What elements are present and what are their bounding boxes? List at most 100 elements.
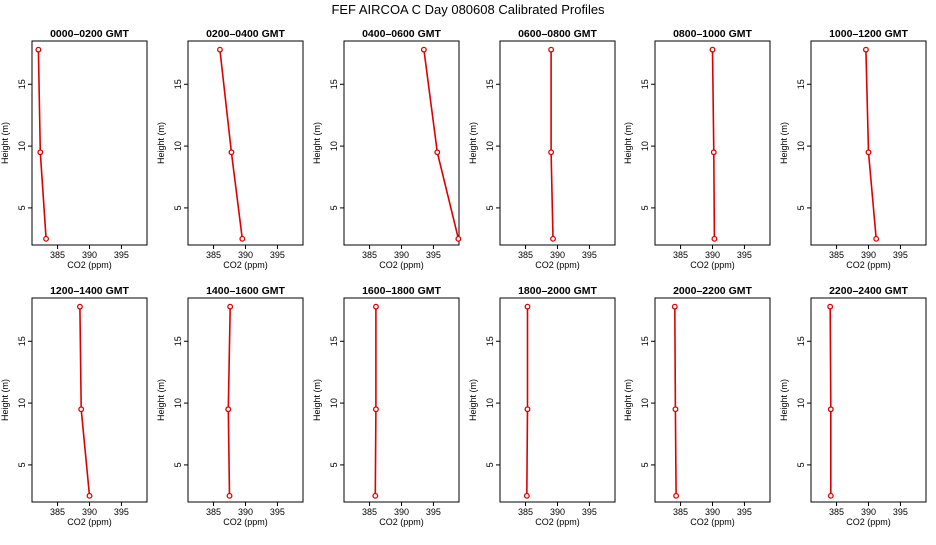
panel-9-xtick-label-1: 385 <box>362 507 377 517</box>
panel-11-xtick-label-2: 390 <box>705 507 720 517</box>
panel-6-series-1-line <box>865 49 877 239</box>
panel-5-ylabel: Height (m) <box>623 122 633 164</box>
panel-5-series-1-point-2 <box>710 149 717 156</box>
panel-6-series-1-point-3 <box>873 235 880 242</box>
panel-8-ytick-label-3: 15 <box>173 336 183 346</box>
panel-11-title: 2000–2200 GMT <box>673 285 752 297</box>
panel-12-frame <box>810 297 927 503</box>
panel-4-xtick-label-2: 390 <box>550 250 565 260</box>
panel-5: 0800–1000 GMT 385 390 395 5 10 15 CO2 (ppm) Heig… <box>623 28 771 270</box>
panel-10-series-1-point-2 <box>524 406 531 413</box>
panel-3-series-1-point-3 <box>455 235 462 242</box>
panel-1-series-1-point-2 <box>37 149 44 156</box>
panel-2-series-1-point-3 <box>239 235 246 242</box>
panel-6-xtick-label-1: 385 <box>829 250 844 260</box>
panel-2-series-1-line <box>219 49 244 239</box>
panel-3-title: 0400–0600 GMT <box>362 28 441 40</box>
panel-9-xtick-label-2: 390 <box>394 507 409 517</box>
panel-12-title: 2200–2400 GMT <box>829 285 908 297</box>
panel-11-ytick-label-2: 10 <box>640 398 650 408</box>
panel-11-series-1-line <box>674 306 677 496</box>
panel-12-xtick-label-2: 390 <box>861 507 876 517</box>
panel-11-ytick-label-3: 15 <box>640 336 650 346</box>
panel-12-series-1-line <box>829 306 832 496</box>
panel-1-xlabel: CO2 (ppm) <box>67 260 112 270</box>
panel-12-xtick-label-1: 385 <box>829 507 844 517</box>
panel-2-xtick-label-1: 385 <box>206 250 221 260</box>
panel-3-ylabel: Height (m) <box>312 122 322 164</box>
panel-4-ylabel: Height (m) <box>468 122 478 164</box>
panel-4-xtick-label-1: 385 <box>518 250 533 260</box>
panel-12-xtick-label-3: 395 <box>893 507 908 517</box>
panel-10-xtick-label-2: 390 <box>550 507 565 517</box>
panel-10-series-1-line <box>526 306 529 496</box>
panel-6-xlabel: CO2 (ppm) <box>846 260 891 270</box>
panel-5-series-1-point-1 <box>709 46 716 53</box>
panel-6-ytick-label-2: 10 <box>796 141 806 151</box>
panel-5-xtick-label-1: 385 <box>673 250 688 260</box>
panel-9-title: 1600–1800 GMT <box>362 285 441 297</box>
panel-11-ylabel: Height (m) <box>623 379 633 421</box>
panel-6-xtick-label-3: 395 <box>893 250 908 260</box>
panel-2-series-1-point-1 <box>216 46 223 53</box>
panel-1-series-1-point-3 <box>43 235 50 242</box>
panel-2-ytick-label-3: 15 <box>173 79 183 89</box>
panel-9-series-1-line <box>374 306 377 496</box>
panel-12-ytick-label-2: 10 <box>796 398 806 408</box>
panel-7-xlabel: CO2 (ppm) <box>67 517 112 527</box>
panel-5-xlabel: CO2 (ppm) <box>690 260 735 270</box>
panel-2-ylabel: Height (m) <box>156 122 166 164</box>
panel-8-xtick-label-3: 395 <box>270 507 285 517</box>
panel-11-series-1-point-1 <box>671 303 678 310</box>
panel-2-frame <box>187 40 304 246</box>
panel-2-ytick-label-2: 10 <box>173 141 183 151</box>
panel-4-series-1-point-3 <box>550 235 556 242</box>
panel-1-xtick-label-3: 395 <box>114 250 129 260</box>
panel-2: 0200–0400 GMT 385 390 395 5 10 15 CO2 (ppm) Heig… <box>156 28 304 270</box>
panel-4-title: 0600–0800 GMT <box>518 28 597 40</box>
panel-8-xtick-label-1: 385 <box>206 507 221 517</box>
panel-10: 1800–2000 GMT 385 390 395 5 10 15 CO2 (ppm) Heig… <box>468 285 616 527</box>
panel-1-ytick-label-2: 10 <box>17 141 27 151</box>
panel-8-xtick-label-2: 390 <box>238 507 253 517</box>
panel-3-series-1-line <box>423 49 460 239</box>
panel-11-xtick-label-3: 395 <box>737 507 752 517</box>
panel-3-ytick-label-1: 5 <box>329 205 339 210</box>
panel-8-ytick-label-1: 5 <box>173 462 183 467</box>
panel-9-frame <box>343 297 460 503</box>
panel-7-xtick-label-1: 385 <box>50 507 65 517</box>
panel-1-frame <box>31 40 148 246</box>
panel-5-xtick-label-3: 395 <box>737 250 752 260</box>
panel-9-series-1-point-3 <box>372 492 379 499</box>
panel-2-title: 0200–0400 GMT <box>206 28 285 40</box>
panel-10-series-1-point-3 <box>523 492 530 499</box>
figure-title: FEF AIRCOA C Day 080608 Calibrated Profi… <box>331 2 605 17</box>
panel-11-series-1-point-3 <box>673 492 680 499</box>
panel-9-xtick-label-3: 395 <box>426 507 441 517</box>
panel-11-xlabel: CO2 (ppm) <box>690 517 735 527</box>
panel-3-frame <box>343 40 460 246</box>
panel-1-series-1-point-1 <box>35 46 42 53</box>
panel-8-series-1-point-3 <box>226 492 233 499</box>
panel-4: 0600–0800 GMT 385 390 395 5 10 15 CO2 (ppm) Heig… <box>468 28 616 270</box>
panel-12-series-1-point-1 <box>827 303 834 310</box>
panel-1-ylabel: Height (m) <box>0 122 10 164</box>
panel-2-ytick-label-1: 5 <box>173 205 183 210</box>
panel-11-series-1-point-2 <box>672 406 679 413</box>
panel-1-ytick-label-1: 5 <box>17 205 27 210</box>
panel-7-series-1-point-2 <box>78 406 85 413</box>
panel-6-series-1-point-1 <box>862 46 869 53</box>
panel-4-ytick-label-2: 10 <box>485 141 495 151</box>
panel-7-xtick-label-3: 395 <box>114 507 129 517</box>
panel-12-series-1-point-2 <box>827 406 834 413</box>
panel-7-series-1-point-1 <box>76 303 83 310</box>
panel-11-ytick-label-1: 5 <box>640 462 650 467</box>
panel-4-series-1-point-1 <box>548 46 555 53</box>
panel-1-series-1-line <box>37 49 47 239</box>
panel-6-title: 1000–1200 GMT <box>829 28 908 40</box>
panel-9-ytick-label-3: 15 <box>329 336 339 346</box>
panel-7-title: 1200–1400 GMT <box>50 285 129 297</box>
panel-3-xtick-label-3: 395 <box>426 250 441 260</box>
panel-7-ytick-label-2: 10 <box>17 398 27 408</box>
